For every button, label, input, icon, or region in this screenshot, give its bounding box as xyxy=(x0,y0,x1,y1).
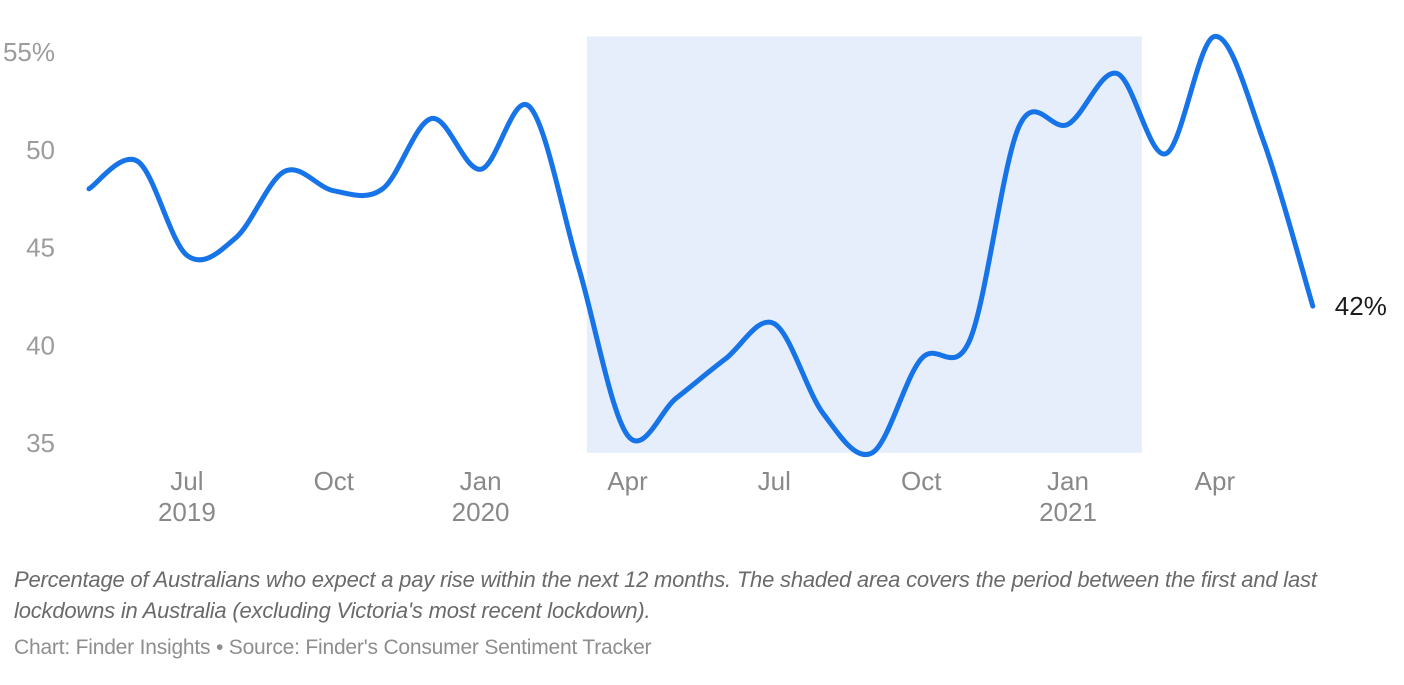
x-axis-month-label: Oct xyxy=(901,466,942,496)
end-value-label: 42% xyxy=(1335,291,1387,321)
x-axis-month-label: Oct xyxy=(314,466,355,496)
x-axis-tick: Oct xyxy=(314,466,355,496)
lockdown-shaded-region xyxy=(586,36,1142,453)
x-axis-tick: Oct xyxy=(901,466,942,496)
x-axis-month-label: Jan xyxy=(1047,466,1089,496)
sentiment-line xyxy=(86,33,1316,458)
x-axis-year-label: 2021 xyxy=(1039,497,1097,527)
chart-attribution: Chart: Finder Insights • Source: Finder'… xyxy=(14,636,652,660)
chart-caption: Percentage of Australians who expect a p… xyxy=(14,567,1317,624)
y-axis-tick-label: 45 xyxy=(26,233,55,263)
x-axis-year-label: 2020 xyxy=(452,497,510,527)
x-axis-tick: Apr xyxy=(607,466,648,496)
y-axis-tick-label: 50 xyxy=(26,135,55,165)
x-axis-tick: Apr xyxy=(1195,466,1236,496)
x-axis-tick: Jul xyxy=(758,466,791,496)
x-axis-month-label: Jul xyxy=(758,466,791,496)
x-axis-month-label: Apr xyxy=(607,466,648,496)
x-axis-month-label: Jul xyxy=(170,466,203,496)
x-axis-month-label: Jan xyxy=(460,466,502,496)
y-axis-tick-label: 35 xyxy=(26,428,55,458)
x-axis-month-label: Apr xyxy=(1195,466,1236,496)
y-axis-tick-label: 55% xyxy=(3,37,55,67)
x-axis-year-label: 2019 xyxy=(158,497,216,527)
chart-footer: Percentage of Australians who expect a p… xyxy=(0,564,1404,660)
y-axis-tick-label: 40 xyxy=(26,330,55,360)
